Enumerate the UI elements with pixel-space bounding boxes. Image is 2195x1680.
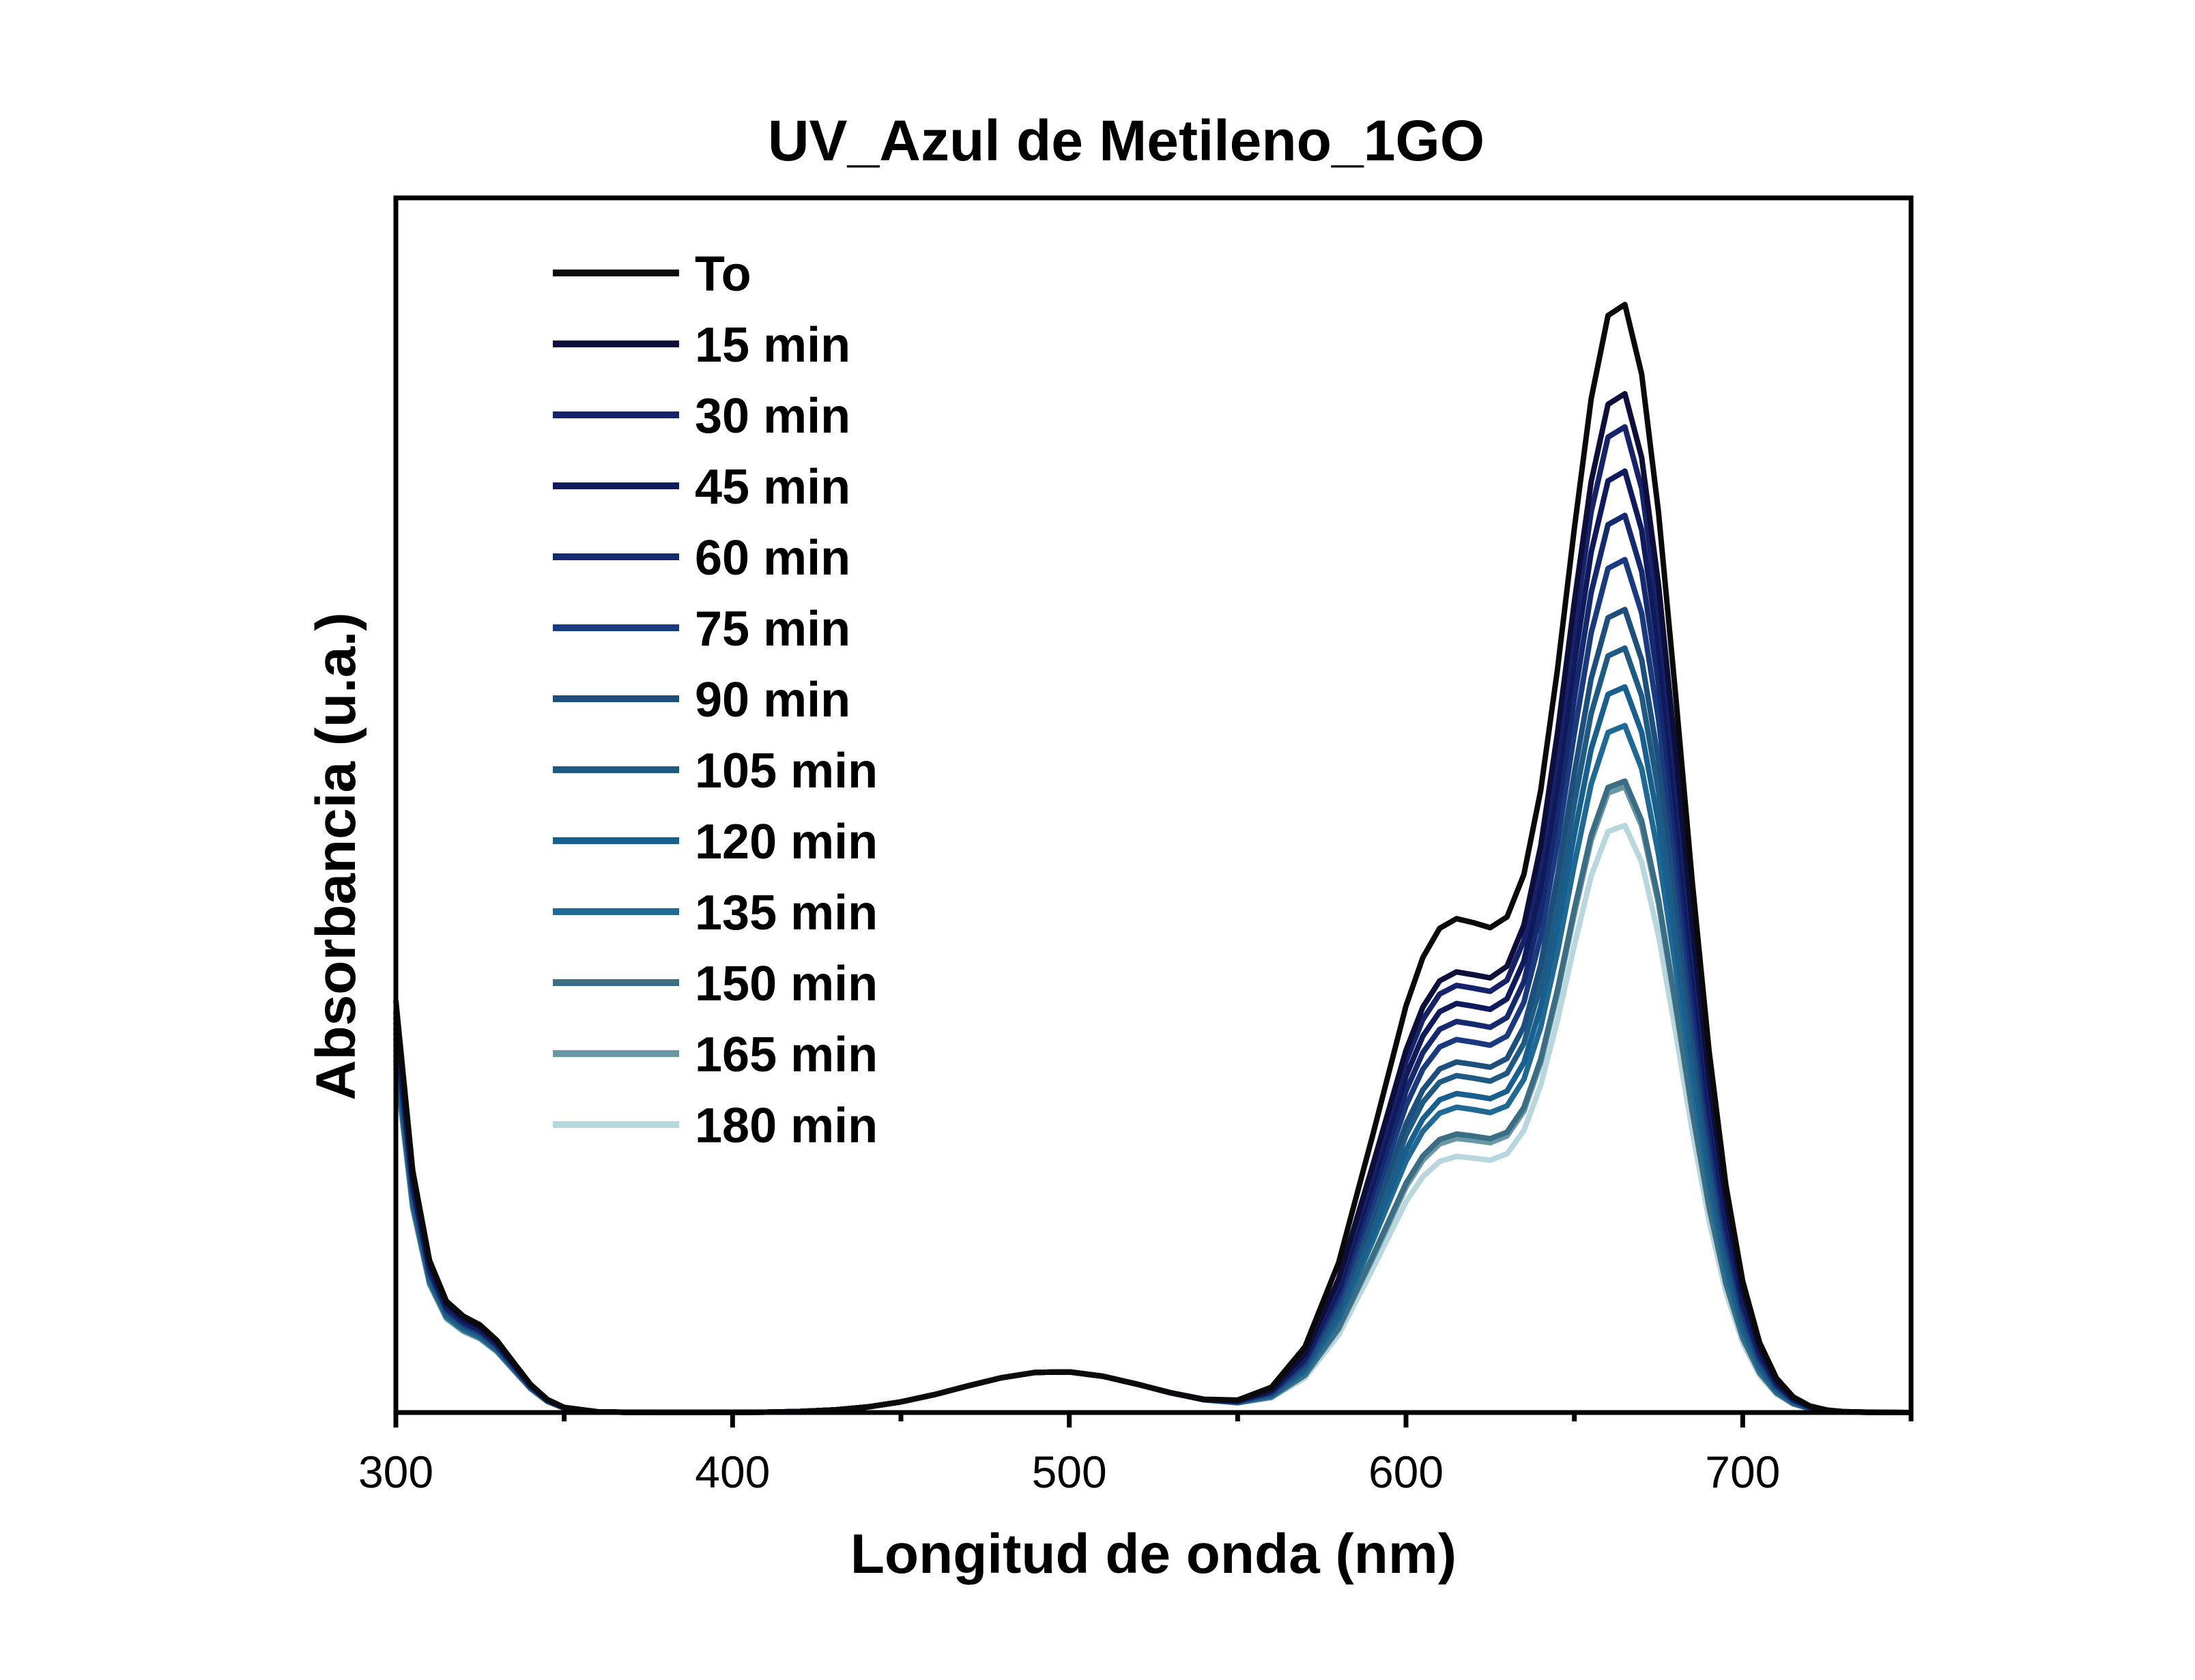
x-tick-label-3: 600 bbox=[1368, 1447, 1444, 1497]
legend-label-7: 105 min bbox=[695, 744, 878, 798]
series-line-0 bbox=[393, 302, 1912, 1415]
x-tick-label-0: 300 bbox=[358, 1447, 433, 1497]
legend-label-8: 120 min bbox=[695, 815, 878, 869]
legend-label-9: 135 min bbox=[695, 886, 878, 940]
legend-label-11: 165 min bbox=[695, 1028, 878, 1082]
x-tick-label-1: 400 bbox=[695, 1447, 770, 1497]
legend-label-3: 45 min bbox=[695, 460, 850, 515]
chart-title: UV_Azul de Metileno_1GO bbox=[768, 108, 1484, 173]
plot-frame bbox=[393, 195, 1914, 1415]
legend-label-0: To bbox=[695, 247, 751, 302]
legend-label-1: 15 min bbox=[695, 318, 850, 373]
legend-label-12: 180 min bbox=[695, 1099, 878, 1153]
legend-label-5: 75 min bbox=[695, 602, 850, 656]
legend-label-10: 150 min bbox=[695, 957, 878, 1011]
x-tick-label-4: 700 bbox=[1705, 1447, 1780, 1497]
x-tick-label-2: 500 bbox=[1032, 1447, 1107, 1497]
legend-label-2: 30 min bbox=[695, 389, 850, 444]
legend: To 15 min 30 min 45 min 60 min 75 min 90 min 10… bbox=[553, 247, 878, 1153]
x-axis-ticks bbox=[393, 1413, 1914, 1428]
x-axis-tick-labels: 300 400 500 600 700 bbox=[358, 1447, 1780, 1497]
legend-label-6: 90 min bbox=[695, 673, 850, 727]
series-layer bbox=[393, 302, 1912, 1415]
legend-label-4: 60 min bbox=[695, 531, 850, 585]
y-axis-label: Absorbancia (u.a.) bbox=[305, 612, 367, 1100]
x-axis-label: Longitud de onda (nm) bbox=[850, 1523, 1457, 1585]
